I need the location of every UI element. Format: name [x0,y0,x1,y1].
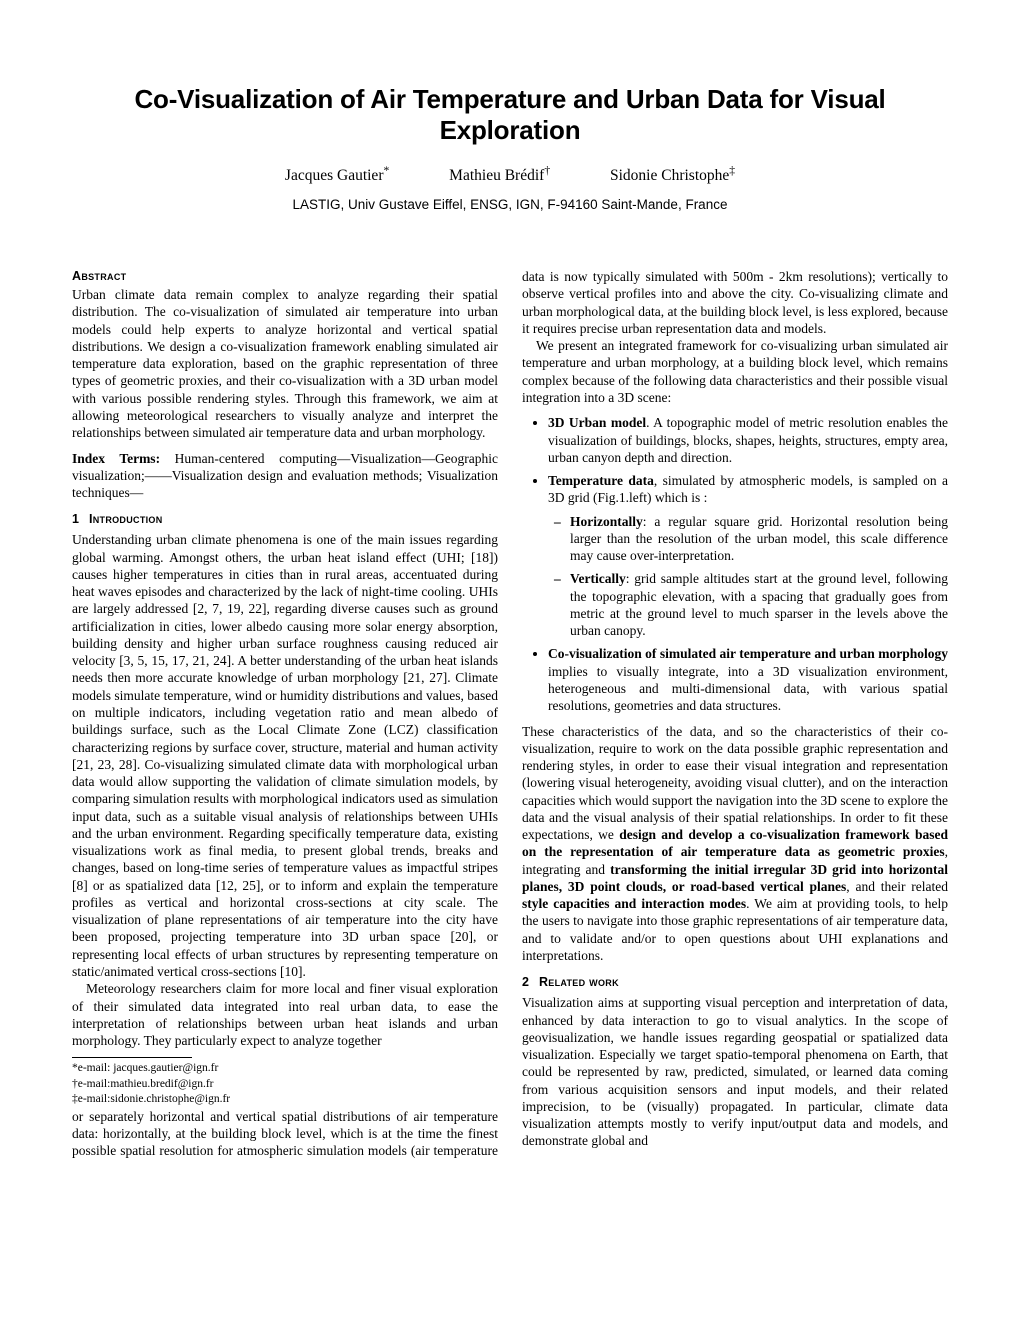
section-1-heading: 1 Introduction [72,511,498,527]
section-2-num: 2 [522,975,529,989]
index-terms: Index Terms: Human-centered computing—Vi… [72,450,498,502]
sub-horizontally: Horizontally: a regular square grid. Hor… [570,513,948,565]
author-1-name: Jacques Gautier [285,167,384,184]
paper-title: Co-Visualization of Air Temperature and … [72,84,948,146]
section-1-title: Introduction [89,512,163,526]
author-3: Sidonie Christophe‡ [610,164,735,185]
abstract-heading: Abstract [72,268,498,284]
bullet-3-lead: Co-visualization of simulated air temper… [548,646,948,661]
section-2-title: Related work [539,975,619,989]
col2-paragraph-2: We present an integrated framework for c… [522,337,948,406]
body-columns: Abstract Urban climate data remain compl… [72,268,948,1160]
col2-p3-a: These characteristics of the data, and s… [522,724,948,843]
sub-1-lead: Horizontally [570,514,643,529]
index-terms-label: Index Terms: [72,451,160,466]
bullet-2-lead: Temperature data [548,473,654,488]
col2-p3-e: , and their related [846,879,948,894]
author-3-mark: ‡ [729,164,735,177]
footnote-3: ‡e-mail:sidonie.christophe@ign.fr [72,1092,498,1108]
footnote-rule [72,1057,192,1058]
footnotes: *e-mail: jacques.gautier@ign.fr †e-mail:… [72,1061,498,1108]
temperature-sublist: Horizontally: a regular square grid. Hor… [548,513,948,640]
author-2-name: Mathieu Brédif [449,167,544,184]
related-paragraph-1: Visualization aims at supporting visual … [522,994,948,1149]
author-3-name: Sidonie Christophe [610,167,729,184]
bullet-temperature-data: Temperature data, simulated by atmospher… [548,472,948,639]
affiliation: LASTIG, Univ Gustave Eiffel, ENSG, IGN, … [72,197,948,212]
bullet-1-lead: 3D Urban model [548,415,646,430]
intro-paragraph-2: Meteorology researchers claim for more l… [72,980,498,1049]
section-1-num: 1 [72,512,79,526]
sub-2-lead: Vertically [570,571,626,586]
intro-paragraph-1: Understanding urban climate phenomena is… [72,531,498,980]
footnote-1: *e-mail: jacques.gautier@ign.fr [72,1061,498,1077]
footnote-2: †e-mail:mathieu.bredif@ign.fr [72,1077,498,1093]
bullet-3d-urban-model: 3D Urban model. A topographic model of m… [548,414,948,466]
col2-paragraph-3: These characteristics of the data, and s… [522,723,948,965]
bullet-3-rest: implies to visually integrate, into a 3D… [548,664,948,714]
author-line: Jacques Gautier* Mathieu Brédif† Sidonie… [72,164,948,185]
abstract-text: Urban climate data remain complex to ana… [72,286,498,441]
footnote-block: *e-mail: jacques.gautier@ign.fr †e-mail:… [72,1057,498,1108]
sub-vertically: Vertically: grid sample altitudes start … [570,570,948,639]
sub-2-rest: : grid sample altitudes start at the gro… [570,571,948,638]
bullet-covisualization: Co-visualization of simulated air temper… [548,645,948,714]
author-1-mark: * [383,164,389,177]
characteristics-list: 3D Urban model. A topographic model of m… [522,414,948,714]
author-2: Mathieu Brédif† [449,164,550,185]
section-2-heading: 2 Related work [522,974,948,990]
author-1: Jacques Gautier* [285,164,389,185]
paper-page: Co-Visualization of Air Temperature and … [0,0,1020,1320]
col2-p3-f: style capacities and interaction modes [522,896,746,911]
author-2-mark: † [544,164,550,177]
